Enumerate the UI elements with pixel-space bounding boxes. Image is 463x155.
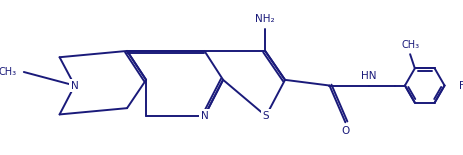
Text: S: S xyxy=(263,111,269,121)
Text: HN: HN xyxy=(362,71,377,81)
Text: CH₃: CH₃ xyxy=(0,67,16,77)
Text: N: N xyxy=(200,111,208,121)
Text: F: F xyxy=(459,80,463,91)
Text: CH₃: CH₃ xyxy=(401,40,419,50)
Text: O: O xyxy=(341,126,350,136)
Text: NH₂: NH₂ xyxy=(256,14,275,24)
Text: N: N xyxy=(71,80,79,91)
